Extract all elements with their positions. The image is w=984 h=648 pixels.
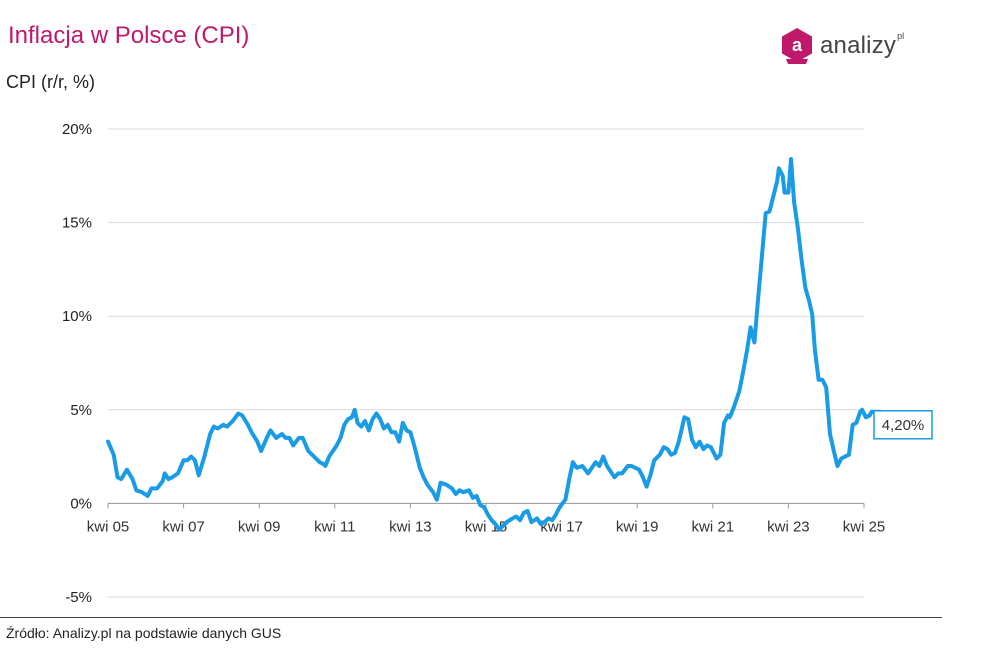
source-note: Źródło: Analizy.pl na podstawie danych G… xyxy=(6,625,282,641)
x-tick-label: kwi 17 xyxy=(540,518,583,535)
chart-subtitle: CPI (r/r, %) xyxy=(6,72,95,92)
x-tick-label: kwi 23 xyxy=(767,518,810,535)
analizy-logo[interactable]: a analizy pl xyxy=(780,24,904,68)
x-tick-label: kwi 25 xyxy=(843,518,886,535)
analizy-logo-icon: a xyxy=(782,28,812,64)
x-tick-label: kwi 11 xyxy=(314,518,355,535)
y-tick-label: 20% xyxy=(62,121,92,138)
y-tick-label: 10% xyxy=(62,308,92,325)
x-tick-label: kwi 21 xyxy=(692,518,735,535)
x-tick-label: kwi 07 xyxy=(162,518,205,535)
y-tick-label: -5% xyxy=(65,589,92,606)
x-tick-label: kwi 09 xyxy=(238,518,281,535)
x-tick-label: kwi 05 xyxy=(87,518,130,535)
y-tick-label: 5% xyxy=(70,402,92,419)
x-axis-ticks: kwi 05 kwi 07 kwi 09 kwi 11 kwi 13 kwi 15 kwi … xyxy=(87,503,886,535)
last-value-callout: 4,20% xyxy=(873,410,933,440)
series-layer xyxy=(106,157,885,532)
x-tick-label: kwi 19 xyxy=(616,518,659,535)
last-value-box xyxy=(873,410,933,440)
logo-text: analizy xyxy=(820,32,897,59)
y-tick-label: 15% xyxy=(62,215,92,232)
chart-title: Inflacja w Polsce (CPI) xyxy=(8,22,250,49)
logo-suffix: pl xyxy=(897,31,905,41)
logo-letter: a xyxy=(792,35,803,55)
y-axis-ticks: 20% 15% 10% 5% 0% -5% xyxy=(62,121,92,606)
last-value-label: 4,20% xyxy=(882,417,925,434)
series-line-cpi xyxy=(106,157,885,532)
source-divider xyxy=(0,617,942,618)
y-tick-label: 0% xyxy=(70,495,92,512)
x-tick-label: kwi 13 xyxy=(389,518,432,535)
